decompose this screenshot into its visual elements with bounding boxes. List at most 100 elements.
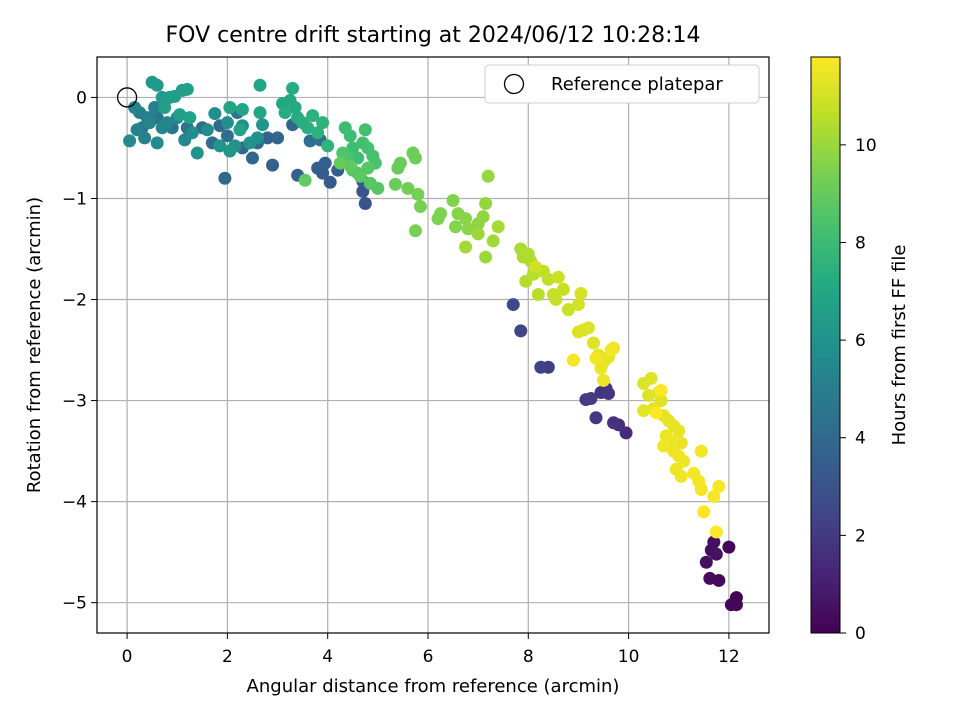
data-point — [675, 470, 688, 483]
data-point — [223, 144, 236, 157]
data-point — [532, 288, 545, 301]
colorbar-tick-label: 4 — [855, 429, 866, 449]
colorbar: 0 2 4 6 8 10 Hours from first FF file — [811, 57, 910, 644]
colorbar-label: Hours from first FF file — [889, 245, 910, 446]
data-point — [703, 572, 716, 585]
data-point — [409, 152, 422, 165]
data-point — [411, 188, 424, 201]
data-point — [587, 336, 600, 349]
data-point — [584, 392, 597, 405]
colorbar-tick-label: 10 — [855, 136, 877, 156]
data-point — [253, 106, 266, 119]
data-point — [434, 207, 447, 220]
data-point — [299, 174, 312, 187]
data-point — [236, 103, 249, 116]
data-point — [552, 271, 565, 284]
data-points — [123, 76, 743, 611]
data-point — [607, 416, 620, 429]
x-tick-label: 10 — [618, 647, 640, 667]
colorbar-tick-label: 8 — [855, 233, 866, 253]
plot-frame — [97, 57, 769, 633]
data-point — [221, 116, 234, 129]
data-point — [582, 321, 595, 334]
data-point — [697, 505, 710, 518]
y-tick-label: −1 — [62, 189, 87, 209]
data-point — [449, 220, 462, 233]
grid-lines — [97, 57, 769, 633]
data-point — [710, 525, 723, 538]
data-point — [507, 298, 520, 311]
data-point — [191, 147, 204, 160]
data-point — [534, 361, 547, 374]
data-point — [253, 79, 266, 92]
data-point — [123, 134, 136, 147]
data-point — [574, 287, 587, 300]
data-point — [233, 123, 246, 136]
data-point — [319, 157, 332, 170]
data-point — [700, 556, 713, 569]
colorbar-tick-label: 0 — [855, 624, 866, 644]
data-point — [143, 116, 156, 129]
data-point — [492, 220, 505, 233]
data-point — [409, 224, 422, 237]
data-point — [472, 227, 485, 240]
data-point — [321, 139, 334, 152]
data-point — [557, 283, 570, 296]
data-point — [650, 406, 663, 419]
data-point — [514, 324, 527, 337]
data-point — [279, 106, 292, 119]
data-point — [459, 240, 472, 253]
data-point — [354, 170, 367, 183]
x-tick-label: 4 — [322, 647, 333, 667]
x-tick-label: 2 — [222, 647, 233, 667]
x-axis-ticks: 0 2 4 6 8 10 12 — [122, 633, 740, 667]
data-point — [359, 123, 372, 136]
data-point — [414, 200, 427, 213]
data-point — [529, 261, 542, 274]
data-point — [181, 83, 194, 96]
data-point — [567, 354, 580, 367]
data-point — [722, 541, 735, 554]
data-point — [201, 123, 214, 136]
data-point — [271, 131, 284, 144]
colorbar-tick-label: 6 — [855, 331, 866, 351]
data-point — [218, 172, 231, 185]
colorbar-gradient — [811, 57, 840, 633]
data-point — [243, 136, 256, 149]
data-point — [479, 197, 492, 210]
chart-title: FOV centre drift starting at 2024/06/12 … — [166, 23, 701, 48]
data-point — [589, 352, 602, 365]
data-point — [246, 152, 259, 165]
legend-label: Reference platepar — [551, 74, 723, 95]
y-tick-label: −4 — [62, 493, 87, 513]
x-tick-label: 6 — [423, 647, 434, 667]
data-point — [256, 118, 269, 131]
x-tick-label: 8 — [523, 647, 534, 667]
x-tick-label: 12 — [718, 647, 740, 667]
data-point — [286, 82, 299, 95]
data-point — [208, 107, 221, 120]
y-tick-label: −5 — [62, 594, 87, 614]
y-tick-label: 0 — [76, 88, 87, 108]
data-point — [344, 129, 357, 142]
data-point — [394, 157, 407, 170]
data-point — [655, 384, 668, 397]
data-point — [151, 79, 164, 92]
data-point — [447, 194, 460, 207]
data-point — [482, 170, 495, 183]
data-point — [316, 116, 329, 129]
x-tick-label: 0 — [122, 647, 133, 667]
colorbar-tick-label: 2 — [855, 526, 866, 546]
data-point — [334, 157, 347, 170]
colorbar-ticks: 0 2 4 6 8 10 — [840, 136, 877, 644]
data-point — [487, 234, 500, 247]
data-point — [359, 197, 372, 210]
data-point — [730, 598, 743, 611]
data-point — [597, 374, 610, 387]
data-point — [657, 440, 670, 453]
data-point — [602, 387, 615, 400]
data-point — [695, 445, 708, 458]
data-point — [710, 548, 723, 561]
data-point — [151, 136, 164, 149]
